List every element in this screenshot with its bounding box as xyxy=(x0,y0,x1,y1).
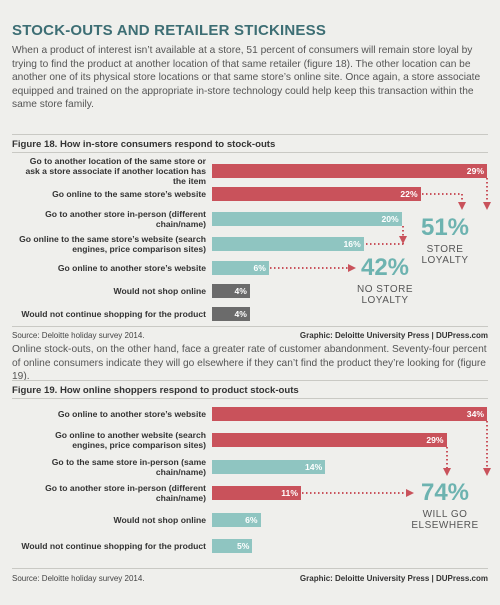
bar xyxy=(212,261,269,275)
category-label: Go to another store in-person (different… xyxy=(45,483,206,503)
divider xyxy=(12,152,488,153)
divider xyxy=(12,326,488,327)
bar xyxy=(212,407,487,421)
paragraph: When a product of interest isn’t availab… xyxy=(12,45,481,111)
paragraph: Online stock-outs, on the other hand, fa… xyxy=(12,344,487,383)
value-label: 20% xyxy=(381,214,399,224)
bar xyxy=(212,237,364,251)
category-label: Go online to the same store’s website (s… xyxy=(19,234,206,254)
category-label: Would not continue shopping for the prod… xyxy=(21,541,206,551)
page-title: STOCK-OUTS AND RETAILER STICKINESS xyxy=(12,22,327,39)
value-label: 22% xyxy=(400,189,418,199)
category-label: Go online to another website (search eng… xyxy=(55,430,206,450)
bar xyxy=(212,307,250,321)
credit-note: Graphic: Deloitte University Press | DUP… xyxy=(299,574,488,583)
category-label: Go online to the same store’s website xyxy=(52,189,206,199)
value-label: 14% xyxy=(305,462,323,472)
value-label: 29% xyxy=(426,435,444,445)
divider xyxy=(12,380,488,381)
value-label: 6% xyxy=(245,515,258,525)
callout-number: 74% xyxy=(420,479,470,506)
value-label: 6% xyxy=(253,263,266,273)
value-label: 29% xyxy=(466,166,484,176)
divider xyxy=(12,568,488,569)
figure-title: Figure 18. How in-store consumers respon… xyxy=(12,139,276,150)
bar xyxy=(212,284,250,298)
value-label: 4% xyxy=(234,286,247,296)
category-label: Go to another location of the same store… xyxy=(25,156,206,186)
arrow xyxy=(422,193,466,210)
category-label: Would not continue shopping for the prod… xyxy=(21,309,206,319)
category-label: Go online to another store’s website xyxy=(57,263,206,273)
source-note: Source: Deloitte holiday survey 2014. xyxy=(12,574,145,583)
category-label: Would not shop online xyxy=(113,286,206,296)
divider xyxy=(12,398,488,399)
category-label: Go to another store in-person (different… xyxy=(45,209,206,229)
value-label: 16% xyxy=(343,239,361,249)
credit-note: Graphic: Deloitte University Press | DUP… xyxy=(299,331,488,340)
callout-text: WILL GO ELSEWHERE xyxy=(411,509,479,531)
callout-number: 42% xyxy=(360,254,410,281)
bar xyxy=(212,486,301,500)
source-note: Source: Deloitte holiday survey 2014. xyxy=(12,331,145,340)
category-label: Go online to another store’s website xyxy=(57,409,206,419)
arrow xyxy=(366,243,404,246)
callout-text: NO STORE LOYALTY xyxy=(356,284,414,306)
bar xyxy=(212,187,421,201)
value-label: 34% xyxy=(466,409,484,419)
category-label: Go to the same store in-person (same cha… xyxy=(51,457,206,477)
bar xyxy=(212,539,253,553)
bar xyxy=(212,212,402,226)
bar xyxy=(212,433,447,447)
value-label: 4% xyxy=(234,309,247,319)
value-label: 5% xyxy=(237,541,250,551)
figure-title: Figure 19. How online shoppers respond t… xyxy=(12,385,299,396)
divider xyxy=(12,134,488,135)
callout-text: STORE LOYALTY xyxy=(421,244,469,266)
bar xyxy=(212,460,326,474)
value-label: 11% xyxy=(281,488,298,498)
bar xyxy=(212,164,487,178)
bar xyxy=(212,513,261,527)
category-label: Would not shop online xyxy=(113,515,206,525)
callout-number: 51% xyxy=(420,214,470,241)
